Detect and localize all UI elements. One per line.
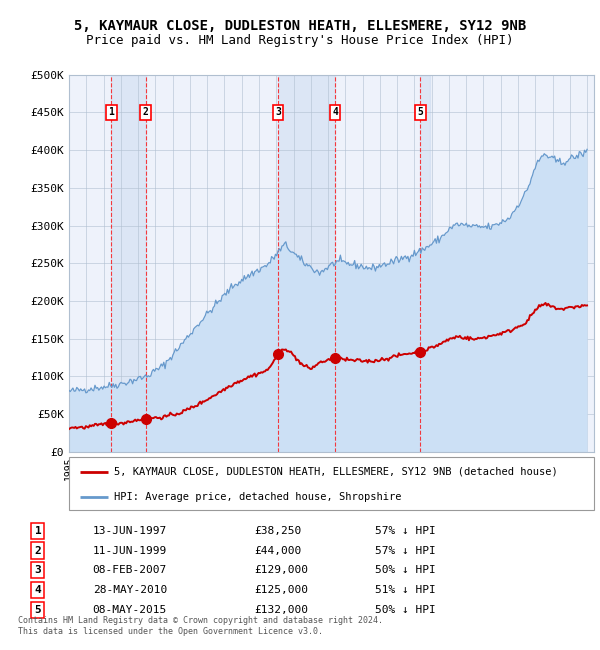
Text: 5: 5 xyxy=(35,605,41,615)
Text: 57% ↓ HPI: 57% ↓ HPI xyxy=(375,545,436,556)
Text: Price paid vs. HM Land Registry's House Price Index (HPI): Price paid vs. HM Land Registry's House … xyxy=(86,34,514,47)
Text: Contains HM Land Registry data © Crown copyright and database right 2024.
This d: Contains HM Land Registry data © Crown c… xyxy=(18,616,383,636)
Text: 4: 4 xyxy=(332,107,338,118)
Text: £44,000: £44,000 xyxy=(254,545,301,556)
Text: 08-MAY-2015: 08-MAY-2015 xyxy=(92,605,167,615)
Text: 2: 2 xyxy=(35,545,41,556)
Text: £125,000: £125,000 xyxy=(254,585,308,595)
Bar xyxy=(278,75,335,452)
Text: 4: 4 xyxy=(35,585,41,595)
Text: 50% ↓ HPI: 50% ↓ HPI xyxy=(375,566,436,575)
Text: 5: 5 xyxy=(418,107,424,118)
Bar xyxy=(421,75,430,452)
FancyBboxPatch shape xyxy=(69,457,594,510)
Text: 5, KAYMAUR CLOSE, DUDLESTON HEATH, ELLESMERE, SY12 9NB (detached house): 5, KAYMAUR CLOSE, DUDLESTON HEATH, ELLES… xyxy=(113,467,557,477)
Text: 13-JUN-1997: 13-JUN-1997 xyxy=(92,526,167,536)
Text: 51% ↓ HPI: 51% ↓ HPI xyxy=(375,585,436,595)
Text: 50% ↓ HPI: 50% ↓ HPI xyxy=(375,605,436,615)
Text: 57% ↓ HPI: 57% ↓ HPI xyxy=(375,526,436,536)
Text: 5, KAYMAUR CLOSE, DUDLESTON HEATH, ELLESMERE, SY12 9NB: 5, KAYMAUR CLOSE, DUDLESTON HEATH, ELLES… xyxy=(74,19,526,33)
Text: 11-JUN-1999: 11-JUN-1999 xyxy=(92,545,167,556)
Text: 2: 2 xyxy=(143,107,149,118)
Text: 3: 3 xyxy=(275,107,281,118)
Text: 28-MAY-2010: 28-MAY-2010 xyxy=(92,585,167,595)
Text: 3: 3 xyxy=(35,566,41,575)
Text: HPI: Average price, detached house, Shropshire: HPI: Average price, detached house, Shro… xyxy=(113,492,401,502)
Text: 1: 1 xyxy=(108,107,114,118)
Text: £38,250: £38,250 xyxy=(254,526,301,536)
Text: 08-FEB-2007: 08-FEB-2007 xyxy=(92,566,167,575)
Text: £129,000: £129,000 xyxy=(254,566,308,575)
Text: £132,000: £132,000 xyxy=(254,605,308,615)
Text: 1: 1 xyxy=(35,526,41,536)
Bar xyxy=(111,75,146,452)
